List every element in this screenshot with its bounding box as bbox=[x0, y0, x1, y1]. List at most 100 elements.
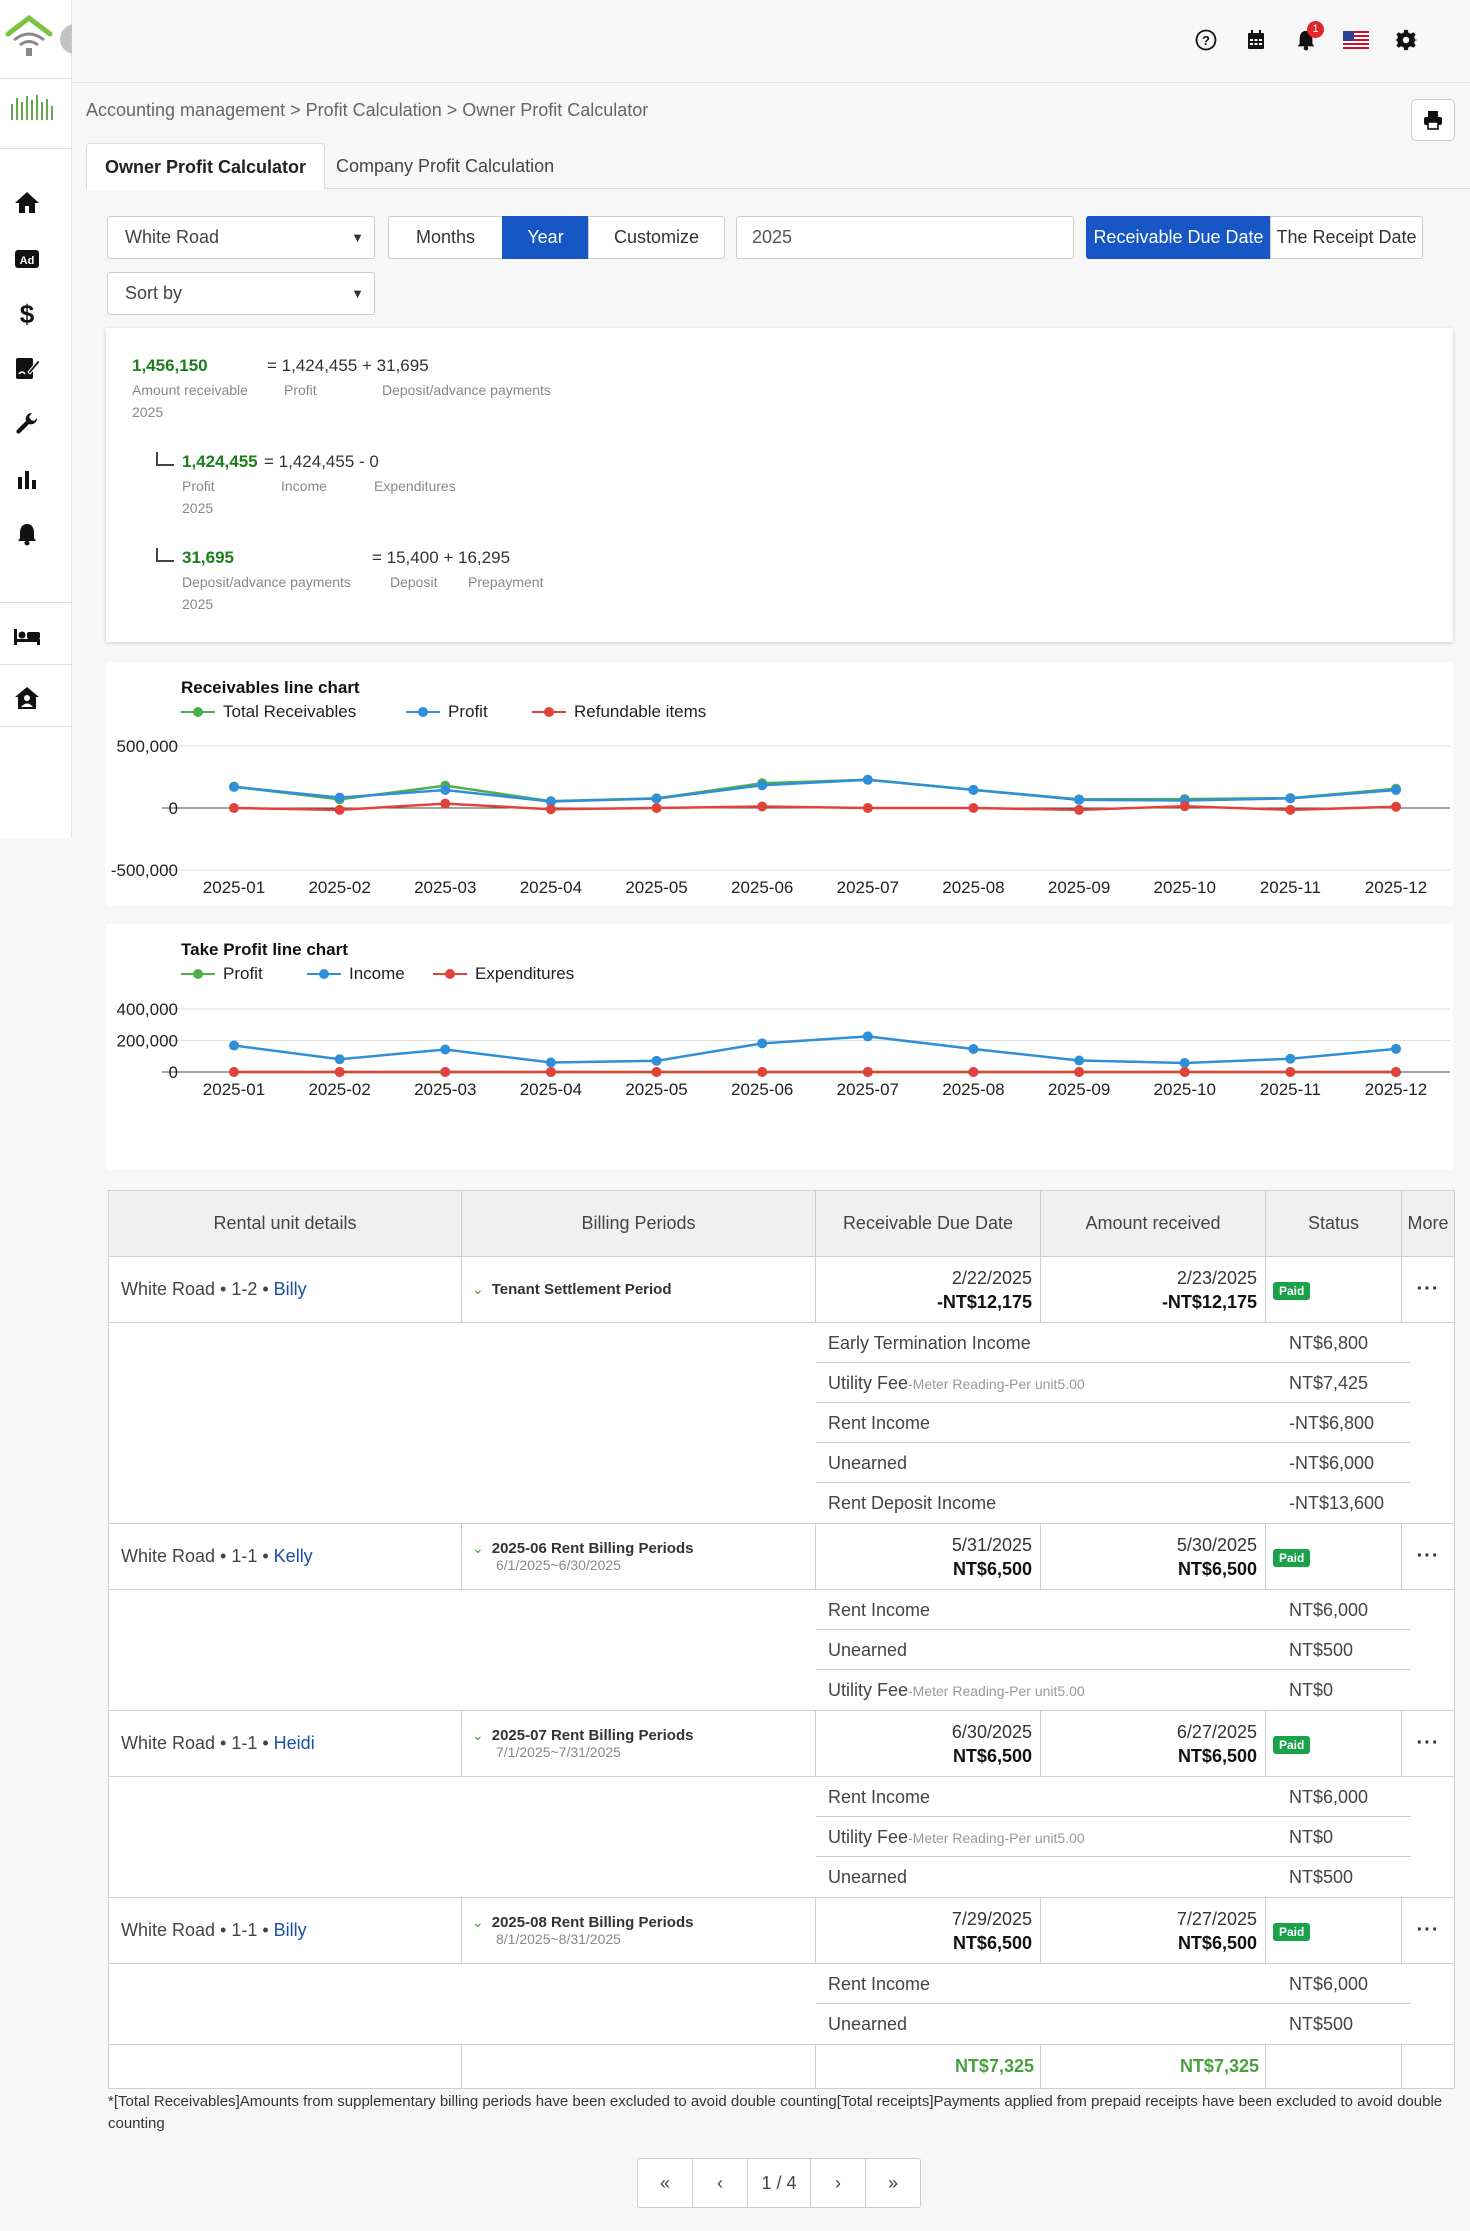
sort-select[interactable]: Sort by ▼ bbox=[107, 272, 375, 315]
x-tick-label: 2025-07 bbox=[837, 1080, 899, 1099]
tab-company-profit-calculation[interactable]: Company Profit Calculation bbox=[336, 156, 555, 176]
detail-value: NT$500 bbox=[1289, 1867, 1354, 1887]
chevron-down-icon[interactable]: ⌄ bbox=[472, 1914, 484, 1930]
billing-period-cell[interactable]: ⌄ 2025-08 Rent Billing Periods 8/1/2025~8/… bbox=[461, 1897, 816, 1964]
chevron-down-icon: ▼ bbox=[351, 286, 364, 301]
pagination: « ‹ 1 / 4 › » bbox=[637, 2158, 921, 2208]
tab-owner-profit-calculator[interactable]: Owner Profit Calculator bbox=[86, 143, 326, 190]
status-badge: Paid bbox=[1273, 1549, 1311, 1567]
deposit-year: 2025 bbox=[182, 596, 214, 612]
legend-marker bbox=[445, 969, 455, 979]
more-options-icon[interactable]: ··· bbox=[1401, 1256, 1455, 1323]
data-point bbox=[1285, 804, 1296, 815]
page-indicator: 1 / 4 bbox=[747, 2158, 811, 2208]
data-point bbox=[1074, 794, 1085, 805]
due-date-cell: 7/29/2025 NT$6,500 bbox=[815, 1897, 1041, 1964]
data-point bbox=[651, 1055, 662, 1066]
table-row[interactable]: White Road • 1-1 • Heidi ⌄ 2025-07 Rent Bi… bbox=[108, 1710, 1455, 1777]
home-icon[interactable] bbox=[13, 188, 41, 216]
first-page-button[interactable]: « bbox=[637, 2158, 693, 2208]
prev-page-button[interactable]: ‹ bbox=[692, 2158, 748, 2208]
tenant-link[interactable]: Heidi bbox=[273, 1733, 315, 1753]
chevron-down-icon[interactable]: ⌄ bbox=[472, 1727, 484, 1743]
breadcrumb: Accounting management > Profit Calculati… bbox=[86, 100, 649, 120]
house-user-icon[interactable] bbox=[13, 684, 41, 712]
data-point bbox=[545, 796, 556, 807]
billing-period-title: 2025-08 Rent Billing Periods bbox=[491, 1914, 694, 1931]
amount-receivable-equation: = 1,424,455 + 31,695 bbox=[267, 356, 429, 375]
receivable-due-date-button[interactable]: Receivable Due Date bbox=[1086, 216, 1271, 259]
calendar-icon[interactable] bbox=[1242, 26, 1270, 54]
received-cell: 7/27/2025 NT$6,500 bbox=[1040, 1897, 1266, 1964]
x-tick-label: 2025-06 bbox=[731, 1080, 793, 1099]
table-row[interactable]: White Road • 1-2 • Billy ⌄ Tenant Settleme… bbox=[108, 1256, 1455, 1323]
receipt-date-button[interactable]: The Receipt Date bbox=[1270, 216, 1423, 259]
tenant-link[interactable]: Kelly bbox=[273, 1546, 313, 1566]
wrench-icon[interactable] bbox=[13, 410, 41, 438]
series-line bbox=[233, 802, 1397, 812]
billing-period-cell[interactable]: ⌄ 2025-07 Rent Billing Periods 7/1/2025~7/… bbox=[461, 1710, 816, 1777]
property-select[interactable]: White Road ▼ bbox=[107, 216, 375, 259]
detail-value: NT$6,800 bbox=[1289, 1333, 1369, 1353]
billing-period-cell[interactable]: ⌄ 2025-06 Rent Billing Periods 6/1/2025~6/… bbox=[461, 1523, 816, 1590]
chevron-down-icon[interactable]: ⌄ bbox=[472, 1540, 484, 1556]
tenant-link[interactable]: Billy bbox=[273, 1279, 307, 1299]
billing-period-cell[interactable]: ⌄ Tenant Settlement Period bbox=[461, 1256, 816, 1323]
ad-icon[interactable]: Ad bbox=[13, 245, 41, 273]
data-point bbox=[229, 1067, 239, 1077]
data-point bbox=[440, 1044, 451, 1055]
billing-period-range: 7/1/2025~7/31/2025 bbox=[496, 1744, 621, 1760]
table-row[interactable]: White Road • 1-1 • Billy ⌄ 2025-08 Rent Bi… bbox=[108, 1897, 1455, 1964]
x-tick-label: 2025-03 bbox=[414, 878, 476, 897]
data-point bbox=[334, 1067, 345, 1077]
x-tick-label: 2025-08 bbox=[942, 878, 1004, 897]
deposit-label: Deposit/advance payments bbox=[382, 382, 551, 398]
tab-bar: Owner Profit Calculator Company Profit C… bbox=[86, 143, 1470, 190]
x-tick-label: 2025-08 bbox=[942, 1080, 1004, 1099]
detail-value: NT$500 bbox=[1289, 2014, 1354, 2034]
col-header-amount-received[interactable]: Amount received bbox=[1040, 1190, 1266, 1257]
tenant-link[interactable]: Billy bbox=[273, 1920, 307, 1940]
bar-chart-icon[interactable] bbox=[13, 465, 41, 493]
property-thumbnail[interactable] bbox=[6, 90, 56, 126]
bed-icon[interactable] bbox=[13, 622, 41, 650]
billing-period-range: 8/1/2025~8/31/2025 bbox=[496, 1931, 621, 1947]
more-options-icon[interactable]: ··· bbox=[1401, 1710, 1455, 1777]
last-page-button[interactable]: » bbox=[865, 2158, 921, 2208]
data-point bbox=[334, 792, 345, 803]
more-options-icon[interactable]: ··· bbox=[1401, 1523, 1455, 1590]
table-row[interactable]: White Road • 1-1 • Kelly ⌄ 2025-06 Rent Bi… bbox=[108, 1523, 1455, 1590]
data-point bbox=[334, 1054, 345, 1065]
period-customize-button[interactable]: Customize bbox=[588, 216, 725, 259]
contract-sign-icon[interactable] bbox=[13, 354, 41, 382]
status-cell: Paid bbox=[1265, 1523, 1402, 1590]
col-header-status[interactable]: Status bbox=[1265, 1190, 1402, 1257]
series-line bbox=[233, 778, 1397, 803]
period-year-button[interactable]: Year bbox=[502, 216, 589, 259]
bell-icon[interactable] bbox=[13, 520, 41, 548]
us-flag-icon[interactable] bbox=[1342, 26, 1370, 54]
detail-list: Rent Income NT$6,000 Utility Fee-Meter Rea… bbox=[816, 1777, 1411, 1897]
help-icon[interactable]: ? bbox=[1192, 26, 1220, 54]
detail-value: NT$0 bbox=[1289, 1680, 1334, 1700]
period-months-button[interactable]: Months bbox=[388, 216, 503, 259]
legend-label: Total Receivables bbox=[223, 702, 356, 721]
col-header-billing-periods[interactable]: Billing Periods bbox=[461, 1190, 816, 1257]
app-logo[interactable] bbox=[4, 14, 54, 58]
dollar-icon[interactable]: $ bbox=[13, 300, 41, 328]
detail-item: Unearned NT$500 bbox=[816, 1857, 1411, 1897]
x-tick-label: 2025-02 bbox=[308, 878, 370, 897]
more-options-icon[interactable]: ··· bbox=[1401, 1897, 1455, 1964]
col-header-due-date[interactable]: Receivable Due Date bbox=[815, 1190, 1041, 1257]
chart-title: Take Profit line chart bbox=[181, 940, 348, 959]
year-input[interactable]: 2025 bbox=[736, 216, 1074, 259]
next-page-button[interactable]: › bbox=[810, 2158, 866, 2208]
data-point bbox=[1391, 1043, 1401, 1054]
notification-bell-icon[interactable]: 1 bbox=[1292, 21, 1324, 54]
col-header-rental-unit[interactable]: Rental unit details bbox=[108, 1190, 462, 1257]
print-button[interactable] bbox=[1411, 99, 1455, 141]
gear-icon[interactable] bbox=[1392, 26, 1420, 54]
rental-unit-label: White Road • 1-1 • bbox=[121, 1546, 274, 1566]
x-tick-label: 2025-05 bbox=[625, 1080, 687, 1099]
chevron-down-icon[interactable]: ⌄ bbox=[472, 1281, 484, 1297]
